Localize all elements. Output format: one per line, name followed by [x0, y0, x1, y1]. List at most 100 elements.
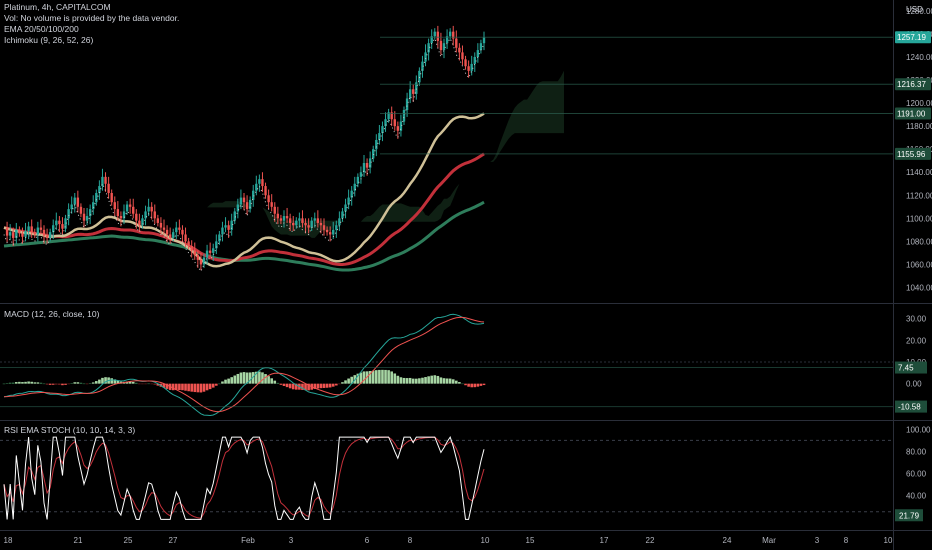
price-label-tag — [895, 31, 931, 44]
macd-bar — [328, 383, 332, 388]
candle-body — [181, 229, 184, 235]
candle-body — [461, 52, 464, 60]
macd-bar — [285, 383, 289, 388]
macd-bar — [171, 383, 175, 391]
candle-body — [276, 213, 280, 219]
macd-bar — [270, 378, 273, 384]
macd-bar — [95, 381, 98, 384]
macd-legend[interactable]: MACD (12, 26, close, 10) — [4, 309, 100, 319]
macd-bar — [307, 383, 310, 391]
rsi-label-text: 21.79 — [899, 511, 920, 520]
candle-body — [95, 192, 98, 203]
candle-body — [144, 211, 147, 219]
candle-body — [15, 229, 18, 238]
candle-body — [396, 126, 400, 131]
macd-bar — [261, 372, 264, 384]
price-label-text[interactable]: 1191.00 — [897, 109, 926, 118]
macd-bar — [396, 375, 400, 384]
candle-body — [332, 229, 335, 235]
candle-body — [64, 218, 67, 229]
macd-bar — [116, 380, 120, 384]
ichimoku-legend[interactable]: Ichimoku (9, 26, 52, 26) — [4, 35, 94, 45]
macd-bar — [138, 383, 141, 385]
candle-body — [33, 232, 36, 235]
candle-body — [479, 43, 483, 51]
macd-bar — [82, 383, 86, 385]
x-tick-label: Feb — [241, 536, 255, 545]
candle-body — [45, 235, 49, 238]
macd-bar — [24, 381, 27, 384]
candle-body — [132, 206, 135, 214]
macd-bar — [227, 378, 230, 384]
candle-body — [30, 226, 33, 233]
macd-bar — [193, 383, 197, 393]
y-tick-label: 1180.00 — [906, 122, 932, 131]
candle-body — [292, 222, 295, 226]
candle-body — [212, 248, 215, 253]
candle-body — [316, 218, 320, 223]
symbol-title[interactable]: Platinum, 4h, CAPITALCOM — [4, 2, 111, 12]
macd-bar — [8, 382, 12, 384]
candle-body — [252, 190, 255, 200]
macd-bar — [335, 383, 338, 386]
macd-bar — [144, 383, 147, 385]
macd-bar — [436, 375, 440, 384]
macd-bar — [165, 383, 169, 389]
macd-bar — [267, 376, 270, 384]
macd-bar — [36, 382, 40, 384]
price-label-text[interactable]: 1155.96 — [897, 150, 926, 159]
macd-bar — [424, 377, 427, 384]
macd-bar — [264, 374, 267, 384]
candle-body — [39, 227, 43, 230]
candle-body — [190, 245, 193, 251]
candle-body — [52, 225, 55, 233]
candle-body — [298, 218, 301, 221]
macd-bar — [482, 383, 486, 386]
macd-bar — [384, 369, 387, 384]
macd-bar — [476, 383, 480, 387]
macd-bar — [245, 372, 249, 384]
macd-bar — [458, 382, 461, 384]
candle-body — [98, 186, 101, 193]
rsi-label-tag — [895, 509, 923, 522]
candle-body — [18, 229, 21, 234]
ema-legend[interactable]: EMA 20/50/100/200 — [4, 24, 79, 34]
candle-body — [470, 63, 473, 71]
macd-bar — [51, 383, 55, 385]
macd-bar — [55, 383, 58, 385]
price-label-text[interactable]: 1216.37 — [897, 80, 926, 89]
candle-body — [288, 218, 292, 223]
macd-bar — [473, 383, 477, 388]
macd-bar — [445, 378, 449, 384]
macd-bar — [45, 383, 49, 385]
candle-body — [61, 224, 64, 229]
candle-body — [347, 197, 350, 205]
candle-body — [482, 37, 486, 44]
y-tick-label: 1120.00 — [906, 191, 932, 200]
macd-bar — [371, 370, 375, 384]
y-tick-label: 1060.00 — [906, 260, 932, 269]
candle-body — [381, 126, 384, 134]
candle-body — [335, 225, 338, 230]
macd-bar — [205, 383, 209, 391]
macd-bar — [215, 383, 218, 386]
price-label-text[interactable]: 1257.19 — [897, 33, 926, 42]
candle-body — [172, 232, 175, 238]
macd-bar — [236, 373, 240, 384]
candle-body — [322, 225, 326, 230]
price-label-tag — [895, 78, 931, 91]
macd-bar — [408, 377, 412, 384]
candle-body — [279, 218, 283, 221]
candle-body — [448, 31, 452, 37]
macd-label-tag — [895, 361, 927, 374]
x-tick-label: 10 — [884, 536, 893, 545]
macd-y-tick: 0.00 — [906, 380, 922, 389]
candle-body — [270, 202, 273, 207]
candle-body — [70, 204, 73, 210]
macd-bar — [415, 378, 418, 384]
candle-body — [338, 218, 341, 226]
candle-body — [175, 227, 178, 233]
rsi-legend[interactable]: RSI EMA STOCH (10, 10, 14, 3, 3) — [4, 425, 136, 435]
candle-body — [427, 43, 430, 53]
